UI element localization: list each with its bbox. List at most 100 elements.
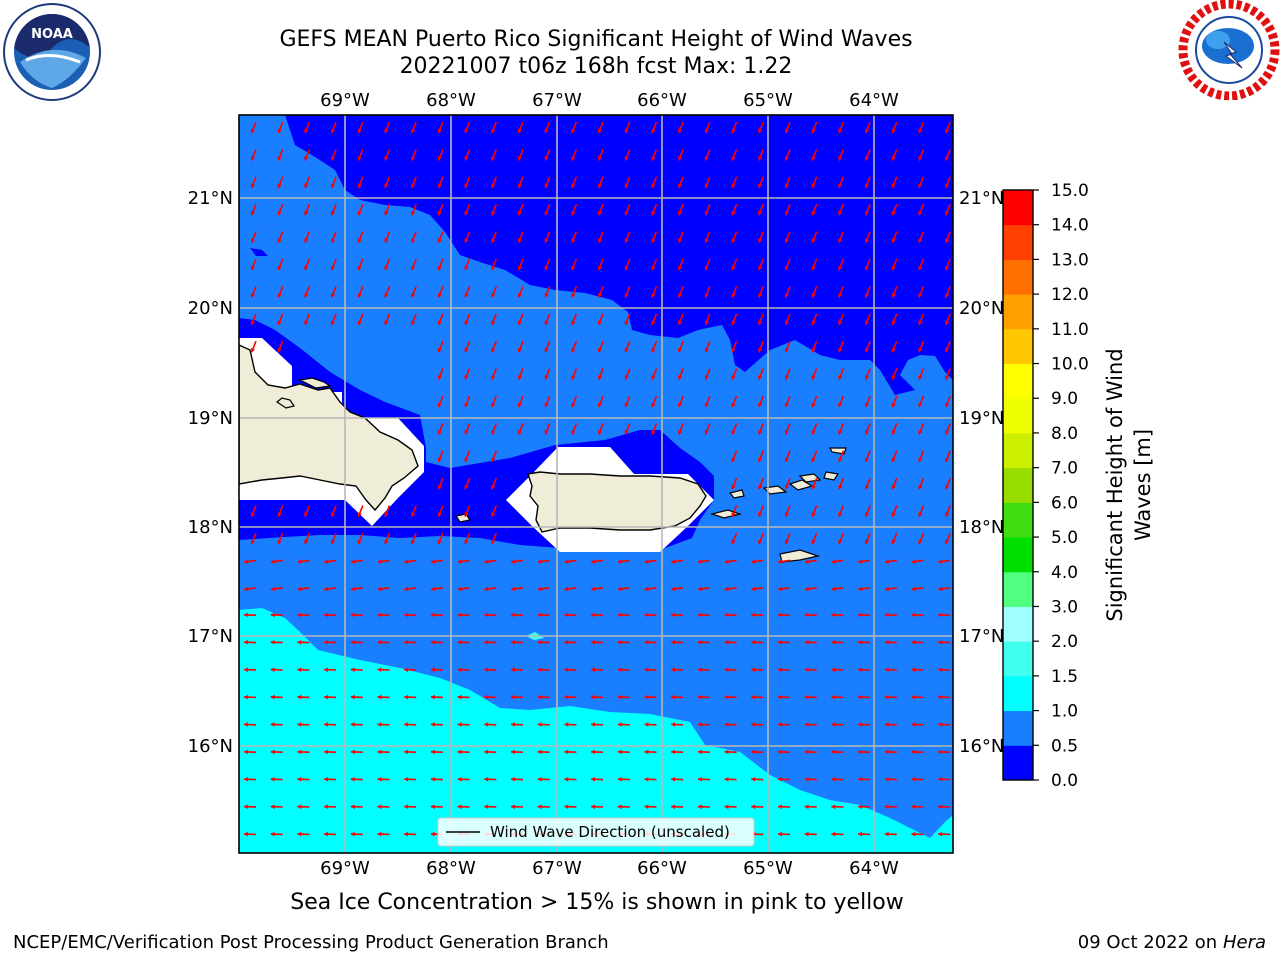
- wind-wave-arrowhead: [697, 804, 702, 810]
- wind-wave-arrowhead: [677, 402, 683, 408]
- wind-wave-arrowhead: [864, 402, 870, 408]
- wind-wave-arrowhead: [671, 559, 676, 564]
- wind-wave-arrowhead: [784, 375, 790, 380]
- wind-wave-arrowhead: [464, 210, 469, 216]
- wind-wave-arrowhead: [784, 430, 790, 435]
- wind-wave-arrowhead: [250, 512, 256, 517]
- colorbar-segment: [1003, 537, 1033, 573]
- colorbar-tick-label: 8.0: [1051, 424, 1078, 444]
- wind-wave-arrowhead: [918, 457, 923, 462]
- wind-wave-arrowhead: [811, 402, 816, 408]
- wind-wave-arrowhead: [784, 512, 790, 517]
- wind-wave-arrowhead: [517, 320, 523, 325]
- wind-wave-arrowhead: [944, 265, 950, 271]
- wind-wave-arrowhead: [277, 156, 282, 161]
- wind-wave-arrowhead: [918, 320, 923, 325]
- wind-wave-arrowhead: [724, 612, 729, 618]
- wind-wave-arrowhead: [624, 430, 629, 435]
- wind-wave-arrowhead: [758, 375, 763, 380]
- wind-wave-arrowhead: [838, 210, 843, 216]
- wind-wave-arrowhead: [884, 776, 889, 782]
- wind-wave-arrows: [243, 121, 951, 837]
- wind-wave-arrowhead: [517, 183, 523, 188]
- wind-wave-arrowhead: [250, 320, 256, 325]
- wind-wave-arrowhead: [304, 238, 309, 243]
- wind-wave-arrowhead: [457, 776, 462, 782]
- wind-wave-arrowhead: [410, 320, 416, 325]
- wind-wave-arrowhead: [944, 293, 950, 298]
- map-frame: [238, 114, 954, 854]
- colorbar-tick-label: 1.5: [1051, 667, 1078, 687]
- wind-wave-arrowhead: [491, 183, 496, 188]
- wind-wave-arrowhead: [671, 694, 676, 700]
- wind-wave-arrowhead: [297, 804, 302, 810]
- wind-wave-arrowhead: [270, 559, 275, 564]
- wind-wave-arrowhead: [464, 347, 469, 353]
- wind-wave-arrowhead: [724, 559, 729, 564]
- colorbar-segment: [1003, 294, 1033, 330]
- wind-wave-arrowhead: [437, 484, 443, 490]
- wind-wave-arrowhead: [884, 831, 889, 837]
- wind-wave-arrowhead: [304, 539, 309, 545]
- wind-wave-arrowhead: [838, 347, 843, 353]
- wind-wave-arrowhead: [350, 776, 355, 782]
- map-area: Wind Wave Direction (unscaled): [239, 115, 953, 853]
- wind-wave-arrowhead: [571, 347, 576, 353]
- wind-wave-arrowhead: [544, 238, 549, 243]
- wind-wave-arrowhead: [404, 612, 409, 618]
- wind-wave-arrowhead: [250, 238, 256, 243]
- wind-wave-arrowhead: [891, 210, 896, 216]
- wind-wave-arrowhead: [464, 512, 469, 517]
- wind-wave-arrowhead: [671, 804, 676, 810]
- wind-wave-arrowhead: [297, 612, 302, 618]
- wind-wave-arrowhead: [464, 293, 469, 298]
- wind-wave-arrowhead: [457, 722, 462, 727]
- wind-wave-arrowhead: [884, 586, 890, 592]
- wind-wave-arrowhead: [597, 265, 603, 271]
- wind-wave-arrowhead: [597, 210, 603, 216]
- wind-wave-arrowhead: [384, 539, 389, 545]
- wind-wave-arrowhead: [831, 804, 836, 810]
- colorbar-segment: [1003, 398, 1033, 434]
- wind-wave-arrowhead: [731, 539, 736, 545]
- wind-wave-arrowhead: [410, 183, 416, 188]
- wind-wave-arrowhead: [437, 320, 443, 325]
- wind-wave-arrowhead: [838, 457, 843, 462]
- lat-label-20n-left: 20°N: [188, 298, 233, 319]
- wind-wave-arrowhead: [811, 293, 816, 298]
- colorbar-tick-label: 4.0: [1051, 563, 1078, 583]
- wind-wave-arrowhead: [357, 293, 362, 298]
- wind-wave-arrowhead: [758, 238, 763, 243]
- wind-wave-arrowhead: [324, 831, 329, 837]
- wind-wave-arrowhead: [544, 430, 549, 435]
- wind-wave-arrowhead: [911, 639, 916, 645]
- wind-wave-arrowhead: [517, 156, 523, 161]
- wind-wave-arrowhead: [751, 639, 756, 645]
- wind-wave-arrowhead: [864, 347, 870, 353]
- wind-wave-arrowhead: [357, 238, 362, 243]
- wind-wave-arrowhead: [511, 586, 516, 592]
- colorbar-segment: [1003, 606, 1033, 642]
- wind-wave-arrowhead: [357, 128, 362, 134]
- wind-wave-arrowhead: [357, 265, 362, 271]
- wind-wave-arrowhead: [617, 586, 623, 592]
- land-puerto-rico: [527, 471, 707, 533]
- wind-wave-arrowhead: [437, 156, 443, 161]
- wind-wave-arrowhead: [811, 128, 816, 134]
- wind-wave-arrowhead: [250, 539, 256, 545]
- wind-wave-arrowhead: [617, 804, 622, 810]
- wind-wave-arrowhead: [304, 265, 309, 271]
- wind-wave-arrowhead: [571, 156, 576, 161]
- wind-wave-arrowhead: [704, 210, 710, 216]
- wind-wave-arrowhead: [811, 430, 816, 435]
- lon-label-67w-top: 67°W: [532, 90, 582, 111]
- wind-wave-arrowhead: [651, 156, 656, 161]
- wind-wave-arrowhead: [277, 512, 282, 517]
- wind-wave-arrowhead: [277, 238, 282, 243]
- wind-wave-arrowhead: [244, 667, 248, 673]
- wind-wave-arrowhead: [484, 559, 489, 564]
- wind-wave-arrowhead: [304, 156, 309, 161]
- land-virgin-gorda: [823, 471, 840, 481]
- wind-wave-arrowhead: [457, 639, 462, 645]
- wind-wave-arrowhead: [858, 831, 863, 837]
